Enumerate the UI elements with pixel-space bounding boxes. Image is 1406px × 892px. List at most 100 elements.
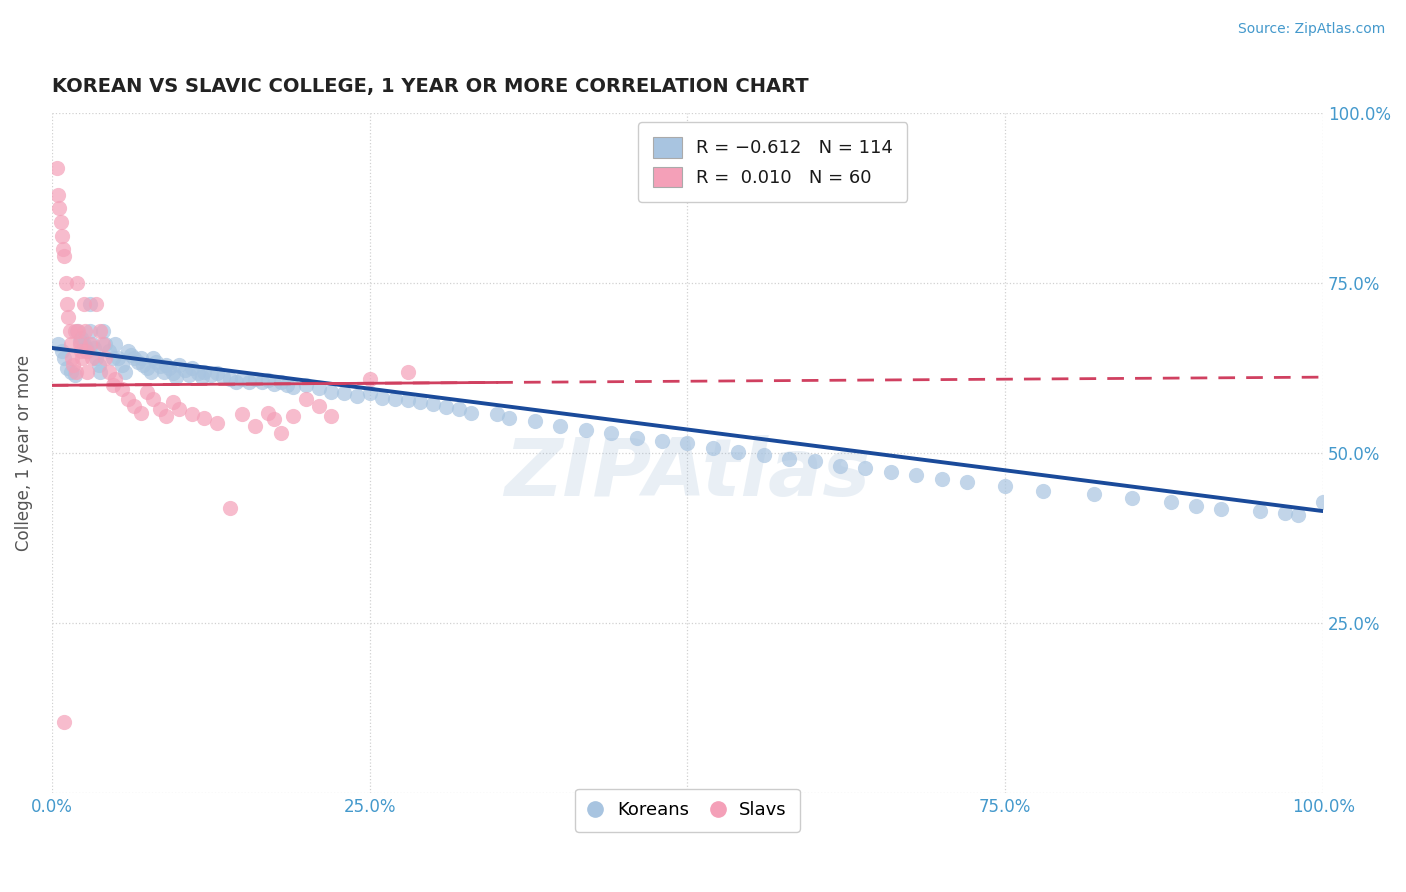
Point bbox=[575, 423, 598, 437]
Point bbox=[434, 400, 457, 414]
Point bbox=[91, 324, 114, 338]
Point bbox=[66, 277, 89, 291]
Point bbox=[238, 375, 260, 389]
Point bbox=[59, 365, 82, 379]
Point bbox=[62, 358, 84, 372]
Point bbox=[149, 359, 172, 374]
Text: Source: ZipAtlas.com: Source: ZipAtlas.com bbox=[1237, 22, 1385, 37]
Point bbox=[231, 371, 253, 385]
Point bbox=[498, 411, 520, 425]
Point bbox=[82, 351, 104, 365]
Point bbox=[56, 361, 79, 376]
Point bbox=[162, 395, 184, 409]
Point bbox=[55, 277, 77, 291]
Point bbox=[485, 407, 508, 421]
Point bbox=[157, 361, 180, 376]
Point bbox=[250, 375, 273, 389]
Point bbox=[136, 385, 159, 400]
Point bbox=[1312, 495, 1334, 509]
Point bbox=[72, 296, 94, 310]
Point bbox=[174, 363, 197, 377]
Point bbox=[46, 187, 69, 202]
Point bbox=[193, 365, 215, 379]
Point bbox=[855, 461, 877, 475]
Point bbox=[52, 242, 75, 256]
Point bbox=[79, 324, 101, 338]
Point bbox=[396, 393, 419, 408]
Point bbox=[702, 441, 724, 455]
Point bbox=[905, 468, 928, 483]
Point bbox=[257, 373, 280, 387]
Point bbox=[136, 361, 159, 376]
Point bbox=[187, 366, 209, 380]
Point bbox=[205, 416, 228, 430]
Point bbox=[994, 479, 1017, 493]
Point bbox=[321, 385, 343, 400]
Point bbox=[177, 368, 200, 383]
Point bbox=[107, 351, 129, 365]
Point bbox=[257, 405, 280, 419]
Point bbox=[101, 351, 124, 365]
Point bbox=[828, 458, 851, 473]
Point bbox=[155, 358, 177, 372]
Point bbox=[225, 375, 247, 389]
Point bbox=[60, 351, 83, 365]
Point bbox=[276, 378, 298, 392]
Point bbox=[94, 351, 117, 365]
Point bbox=[676, 436, 699, 450]
Point bbox=[97, 365, 120, 379]
Point bbox=[880, 466, 903, 480]
Point bbox=[1249, 504, 1271, 518]
Y-axis label: College, 1 year or more: College, 1 year or more bbox=[15, 355, 32, 551]
Point bbox=[104, 337, 127, 351]
Point bbox=[359, 386, 381, 401]
Point bbox=[447, 402, 470, 417]
Point bbox=[270, 425, 292, 440]
Point bbox=[53, 714, 76, 729]
Point bbox=[1121, 491, 1143, 505]
Point bbox=[117, 344, 139, 359]
Point bbox=[63, 324, 86, 338]
Point bbox=[167, 402, 190, 417]
Point bbox=[152, 365, 174, 379]
Point bbox=[193, 411, 215, 425]
Point bbox=[308, 399, 330, 413]
Point bbox=[124, 399, 146, 413]
Point bbox=[70, 331, 93, 345]
Point bbox=[82, 337, 104, 351]
Point bbox=[51, 228, 73, 243]
Point bbox=[45, 161, 67, 175]
Point bbox=[111, 382, 134, 396]
Point bbox=[308, 381, 330, 395]
Point bbox=[69, 334, 91, 348]
Point bbox=[91, 337, 114, 351]
Point bbox=[89, 365, 111, 379]
Point bbox=[295, 392, 318, 406]
Point bbox=[87, 358, 110, 372]
Point bbox=[84, 296, 107, 310]
Point bbox=[58, 324, 80, 338]
Point bbox=[1211, 502, 1233, 516]
Point bbox=[101, 378, 124, 392]
Point bbox=[359, 371, 381, 385]
Point bbox=[243, 419, 266, 434]
Point bbox=[51, 344, 73, 359]
Point bbox=[295, 378, 318, 392]
Point bbox=[931, 472, 953, 486]
Point bbox=[129, 405, 152, 419]
Point bbox=[46, 337, 69, 351]
Point bbox=[70, 344, 93, 359]
Point bbox=[127, 354, 149, 368]
Point bbox=[600, 425, 623, 440]
Point bbox=[727, 445, 749, 459]
Point bbox=[422, 397, 444, 411]
Point bbox=[803, 454, 825, 468]
Point bbox=[63, 368, 86, 383]
Point bbox=[75, 344, 97, 359]
Point bbox=[263, 412, 285, 426]
Point bbox=[270, 375, 292, 389]
Point bbox=[626, 431, 648, 445]
Point bbox=[142, 392, 165, 406]
Point bbox=[243, 371, 266, 385]
Point bbox=[371, 391, 394, 405]
